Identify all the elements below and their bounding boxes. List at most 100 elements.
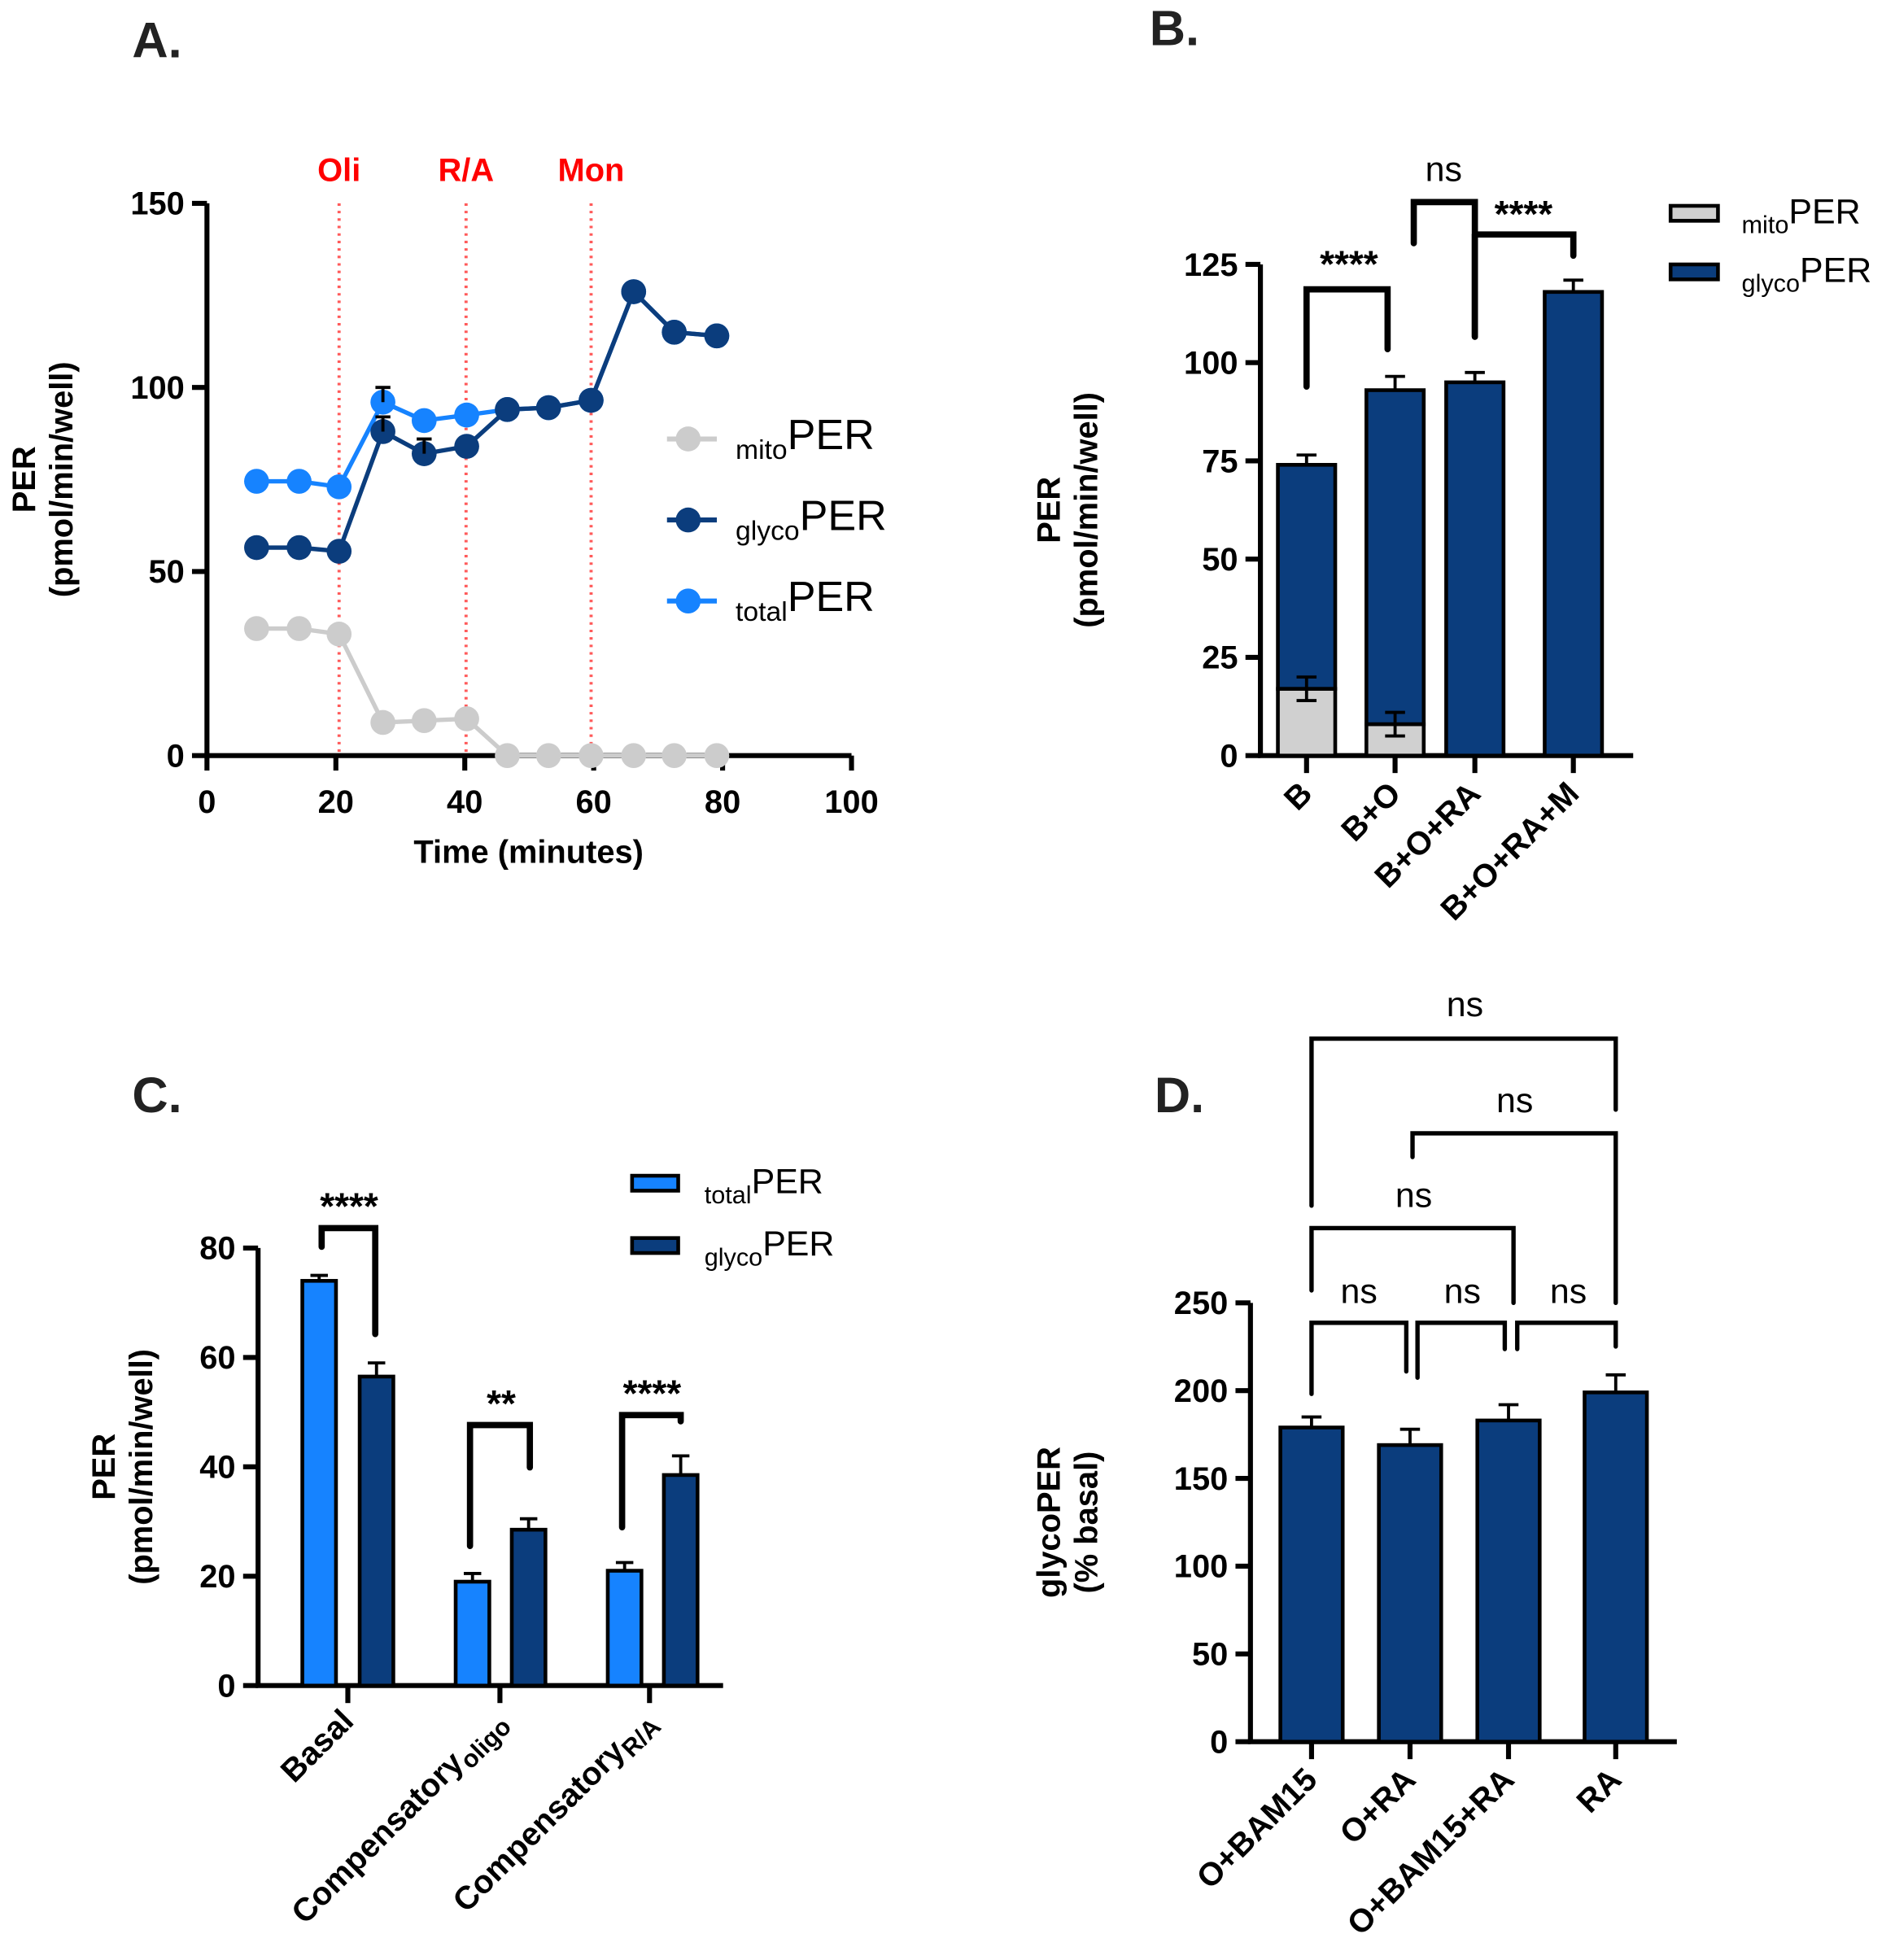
- significance-label: ****: [1495, 193, 1553, 235]
- significance-bracket: [618, 1412, 684, 1530]
- panel-b-y-tick-label: 0: [1220, 738, 1238, 774]
- panel-label-d: D.: [1155, 1067, 1204, 1123]
- data-point-glyco: [579, 387, 604, 413]
- panel-d-y-tick-label: 0: [1210, 1724, 1228, 1760]
- bar-B+O: [1364, 388, 1426, 757]
- bar-glycoPER: [357, 1374, 395, 1688]
- panel-b-y-label-units: (pmol/min/well): [1068, 392, 1104, 628]
- panel-b-y-tick-label: 75: [1202, 443, 1238, 479]
- bar-segment-glyco: [1543, 290, 1605, 757]
- significance-bracket: [1309, 1036, 1618, 1208]
- panel-c-y-tick-label: 20: [199, 1559, 235, 1595]
- legend-label-total: totalPER: [705, 1163, 823, 1209]
- data-point-glyco: [244, 535, 269, 561]
- panel-b-y-tick-label: 100: [1184, 346, 1238, 382]
- data-point-total: [454, 402, 479, 428]
- panel-d-y-label: glycoPER: [1031, 1447, 1067, 1598]
- significance-label: ****: [623, 1373, 682, 1415]
- data-point-glyco: [370, 419, 395, 444]
- data-point-mito: [326, 622, 352, 647]
- legend-swatch-glyco: [1668, 262, 1720, 282]
- panel-a-y-tick-label: 150: [130, 186, 184, 222]
- legend-marker-total: [675, 588, 701, 614]
- series-glycoPER: [244, 279, 730, 564]
- panel-b-y-tick-label: 50: [1202, 542, 1238, 578]
- legend-label-glyco: glycoPER: [1742, 251, 1872, 297]
- bar-totalPER: [300, 1278, 338, 1688]
- bar-totalPER: [605, 1569, 644, 1688]
- significance-label: **: [487, 1382, 516, 1425]
- data-point-glyco: [662, 319, 687, 345]
- significance-bracket: [318, 1224, 379, 1338]
- data-point-mito: [621, 743, 647, 769]
- legend-label-glyco-sub: glyco: [705, 1243, 763, 1271]
- bar-O+BAM15: [1278, 1425, 1345, 1744]
- significance-bracket: [1415, 1320, 1508, 1380]
- bar-segment-glyco: [1364, 388, 1426, 727]
- significance-bracket: [1303, 286, 1391, 390]
- panel-d-x-tick-label: O+BAM15: [1190, 1761, 1325, 1896]
- panel-a-y-label-units: (pmol/min/well): [44, 361, 80, 597]
- panel-d-y-tick-label: 100: [1174, 1549, 1228, 1585]
- panel-label-a: A.: [132, 13, 181, 68]
- series-line-total: [256, 287, 718, 490]
- category-main: Basal: [274, 1703, 360, 1789]
- panel-a-y-tick-label: 50: [148, 554, 184, 590]
- legend-swatch-total: [630, 1173, 680, 1193]
- bar-segment-glyco: [1444, 380, 1506, 757]
- panel-a-y-tick-label: 100: [130, 370, 184, 406]
- legend-label-glyco: glycoPER: [736, 492, 887, 546]
- bar-B+O+RA: [1444, 380, 1506, 757]
- panel-b-x-tick-label: B+O: [1334, 775, 1408, 849]
- legend-label-total-sub: total: [736, 596, 788, 627]
- legend-label-mito-sub: mito: [736, 434, 788, 465]
- significance-label: ns: [1340, 1272, 1377, 1311]
- legend-label-mito-main: PER: [1788, 192, 1860, 231]
- panel-d-x-tick-label: RA: [1570, 1761, 1629, 1820]
- significance-label: ns: [1496, 1081, 1533, 1120]
- significance-bracket: [1515, 1320, 1618, 1351]
- data-point-mito: [579, 743, 604, 769]
- panel-d-y-tick-label: 150: [1174, 1461, 1228, 1497]
- panel-c-y-label-units: (pmol/min/well): [124, 1349, 159, 1585]
- significance-bracket: [1309, 1225, 1516, 1306]
- panel-a-x-tick-label: 20: [318, 784, 354, 820]
- legend-label-glyco-sub: glyco: [736, 516, 800, 547]
- data-point-mito: [495, 743, 520, 769]
- data-point-total: [326, 474, 352, 500]
- data-point-glyco: [411, 441, 437, 466]
- panel-d-y-tick-label: 200: [1174, 1373, 1228, 1409]
- panel-a-y-tick-label: 0: [167, 738, 185, 774]
- data-point-mito: [244, 616, 269, 641]
- data-point-mito: [662, 743, 687, 769]
- bar-segment-glyco: [1276, 463, 1338, 691]
- legend-swatch-glyco: [630, 1236, 680, 1255]
- panel-c-x-tick-label: Basal: [274, 1703, 360, 1789]
- significance-label: ****: [1320, 242, 1378, 285]
- data-point-glyco: [454, 434, 479, 459]
- data-point-glyco: [621, 279, 647, 304]
- data-point-mito: [454, 706, 479, 731]
- event-label: Oli: [317, 152, 360, 188]
- panel-b-y-tick-label: 25: [1202, 640, 1238, 676]
- panel-a-x-tick-label: 60: [575, 784, 611, 820]
- bar-O+BAM15+RA: [1475, 1418, 1542, 1744]
- bar-totalPER: [453, 1579, 491, 1688]
- data-point-glyco: [535, 395, 561, 421]
- legend-label-glyco-main: PER: [762, 1224, 834, 1264]
- data-point-mito: [535, 743, 561, 769]
- panel-b-y-label: PER: [1031, 477, 1067, 543]
- data-point-mito: [704, 743, 730, 769]
- bar-O+RA: [1377, 1443, 1443, 1744]
- panel-a-x-tick-label: 100: [824, 784, 878, 820]
- legend-label-total-main: PER: [752, 1163, 823, 1202]
- panel-a-x-tick-label: 0: [198, 784, 216, 820]
- panel-d-y-tick-label: 250: [1174, 1286, 1228, 1321]
- significance-label: ns: [1426, 150, 1462, 189]
- bar-glycoPER: [509, 1527, 548, 1688]
- data-point-glyco: [495, 397, 520, 422]
- panel-a-y-label: PER: [7, 446, 42, 513]
- data-point-glyco: [286, 535, 312, 561]
- panel-d-y-tick-label: 50: [1192, 1637, 1228, 1673]
